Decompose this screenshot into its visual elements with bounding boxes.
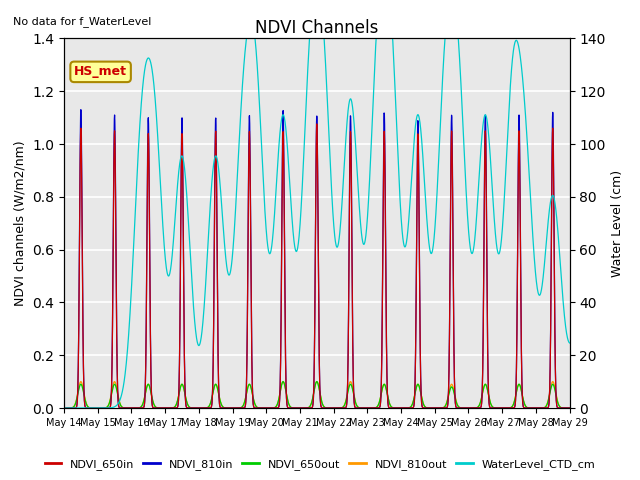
Y-axis label: NDVI channels (W/m2/nm): NDVI channels (W/m2/nm) <box>13 140 27 306</box>
Text: HS_met: HS_met <box>74 65 127 78</box>
Y-axis label: Water Level (cm): Water Level (cm) <box>611 169 624 277</box>
Title: NDVI Channels: NDVI Channels <box>255 19 378 37</box>
Text: No data for f_WaterLevel: No data for f_WaterLevel <box>13 16 151 27</box>
Legend: NDVI_650in, NDVI_810in, NDVI_650out, NDVI_810out, WaterLevel_CTD_cm: NDVI_650in, NDVI_810in, NDVI_650out, NDV… <box>40 455 600 474</box>
